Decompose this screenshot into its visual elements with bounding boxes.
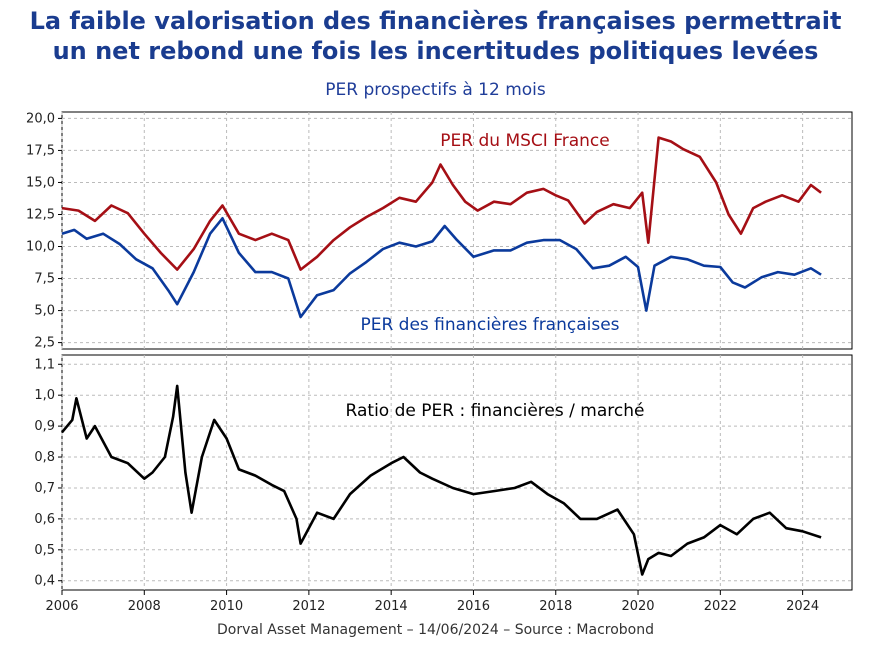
annotation-msci-france: PER du MSCI France	[440, 131, 609, 151]
chart-title-line1: La faible valorisation des financières f…	[29, 7, 842, 35]
top-ytick-label: 7,5	[34, 272, 55, 287]
top-ytick-label: 2,5	[34, 336, 55, 351]
xtick-label: 2012	[292, 599, 325, 614]
top-panel-frame	[61, 111, 853, 350]
top-ytick-label: 10,0	[26, 240, 55, 255]
bottom-series-line-1	[60, 384, 822, 576]
bottom-ytick-label: 0,6	[34, 512, 55, 527]
xtick-label: 2006	[45, 599, 78, 614]
xtick-label: 2016	[457, 599, 490, 614]
bottom-ytick-label: 1,1	[34, 357, 55, 372]
top-ytick-label: 12,5	[26, 207, 55, 222]
bottom-ytick-label: 0,8	[34, 450, 55, 465]
top-ytick-label: 15,0	[26, 175, 55, 190]
xtick-label: 2022	[704, 599, 737, 614]
chart-footer: Dorval Asset Management – 14/06/2024 – S…	[216, 622, 655, 638]
bottom-panel-frame	[61, 354, 853, 591]
xtick-label: 2020	[621, 599, 654, 614]
top-series-line-1	[61, 136, 822, 271]
chart-title-line2: un net rebond une fois les incertitudes …	[52, 37, 819, 65]
x-axis-ticks: 2006 2008 2010 2012 2014 2016 2018 2020 2022 2024	[45, 590, 819, 614]
top-panel: 2,5 5,0 7,5 10,0 12,5 15,0 17,5 20,0 PER du MSC…	[26, 111, 853, 351]
bottom-panel: 0,4 0,5 0,6 0,7 0,8 0,9 1,0 1,1 Ratio de PER : …	[34, 354, 853, 591]
bottom-ytick-label: 1,0	[34, 388, 55, 403]
annotation-ratio: Ratio de PER : financières / marché	[346, 401, 645, 421]
chart-subtitle: PER prospectifs à 12 mois	[325, 80, 546, 100]
annotation-financieres-francaises: PER des financières françaises	[360, 315, 619, 335]
top-ytick-label: 5,0	[34, 304, 55, 319]
xtick-label: 2008	[128, 599, 161, 614]
xtick-label: 2024	[786, 599, 819, 614]
xtick-label: 2018	[539, 599, 572, 614]
top-ytick-label: 17,5	[26, 143, 55, 158]
bottom-ytick-label: 0,5	[34, 543, 55, 558]
xtick-label: 2014	[375, 599, 408, 614]
xtick-label: 2010	[210, 599, 243, 614]
bottom-ytick-label: 0,9	[34, 419, 55, 434]
bottom-ytick-label: 0,7	[34, 481, 55, 496]
top-ytick-label: 20,0	[26, 111, 55, 126]
bottom-ytick-label: 0,4	[34, 574, 55, 589]
top-series-line-2	[61, 217, 822, 319]
